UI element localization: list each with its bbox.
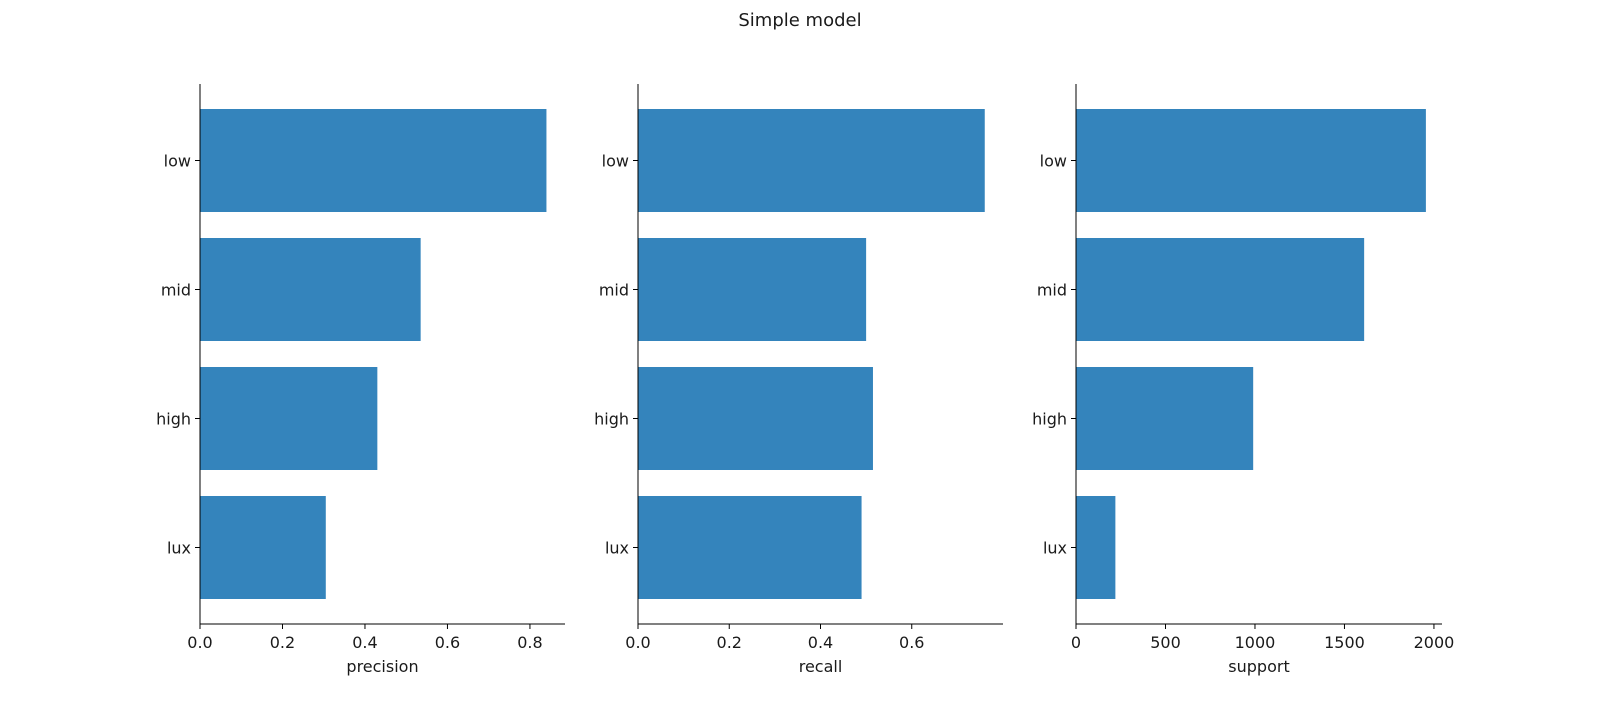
x-tick-label: 0.6 (435, 633, 460, 652)
bar-mid (200, 238, 421, 341)
y-tick-label: lux (167, 539, 191, 558)
x-tick-label: 0.0 (187, 633, 212, 652)
y-tick-label: mid (599, 281, 629, 300)
bar-high (200, 367, 378, 470)
bar-low (638, 109, 985, 212)
bar-lux (638, 496, 862, 599)
y-tick-label: low (1040, 152, 1067, 171)
bar-lux (200, 496, 326, 599)
x-tick-label: 0.0 (625, 633, 650, 652)
x-tick-label: 500 (1150, 633, 1181, 652)
x-tick-label: 0.6 (899, 633, 924, 652)
y-tick-label: mid (1037, 281, 1067, 300)
y-tick-label: low (602, 152, 629, 171)
bar-lux (1076, 496, 1116, 599)
y-tick-label: lux (1043, 539, 1067, 558)
x-axis-label: support (1228, 657, 1289, 676)
x-axis-label: recall (799, 657, 843, 676)
x-tick-label: 1500 (1324, 633, 1365, 652)
x-tick-label: 0.8 (517, 633, 542, 652)
bar-high (1076, 367, 1254, 470)
x-tick-label: 0.2 (717, 633, 742, 652)
subplot-1: low mid high lux 0.0 0.2 0.4 0.6 0.8 precision (156, 84, 565, 676)
subplot-2: low mid high lux 0.0 0.2 0.4 0.6 recall (594, 84, 1003, 676)
x-tick-label: 2000 (1414, 633, 1455, 652)
bar-mid (1076, 238, 1365, 341)
bar-mid (638, 238, 867, 341)
x-tick-label: 0.4 (808, 633, 833, 652)
x-tick-label: 0.2 (270, 633, 295, 652)
y-tick-label: mid (161, 281, 191, 300)
y-tick-label: high (594, 410, 629, 429)
subplot-3: low mid high lux 0 500 1000 1500 2000 support (1032, 84, 1454, 676)
x-axis-label: precision (346, 657, 418, 676)
bar-low (200, 109, 547, 212)
figure-title: Simple model (738, 10, 862, 31)
x-tick-label: 1000 (1235, 633, 1276, 652)
y-tick-label: lux (605, 539, 629, 558)
y-tick-label: high (1032, 410, 1067, 429)
bar-low (1076, 109, 1426, 212)
x-tick-label: 0.4 (352, 633, 377, 652)
bar-high (638, 367, 873, 470)
x-tick-label: 0 (1071, 633, 1081, 652)
y-tick-label: low (164, 152, 191, 171)
y-tick-label: high (156, 410, 191, 429)
